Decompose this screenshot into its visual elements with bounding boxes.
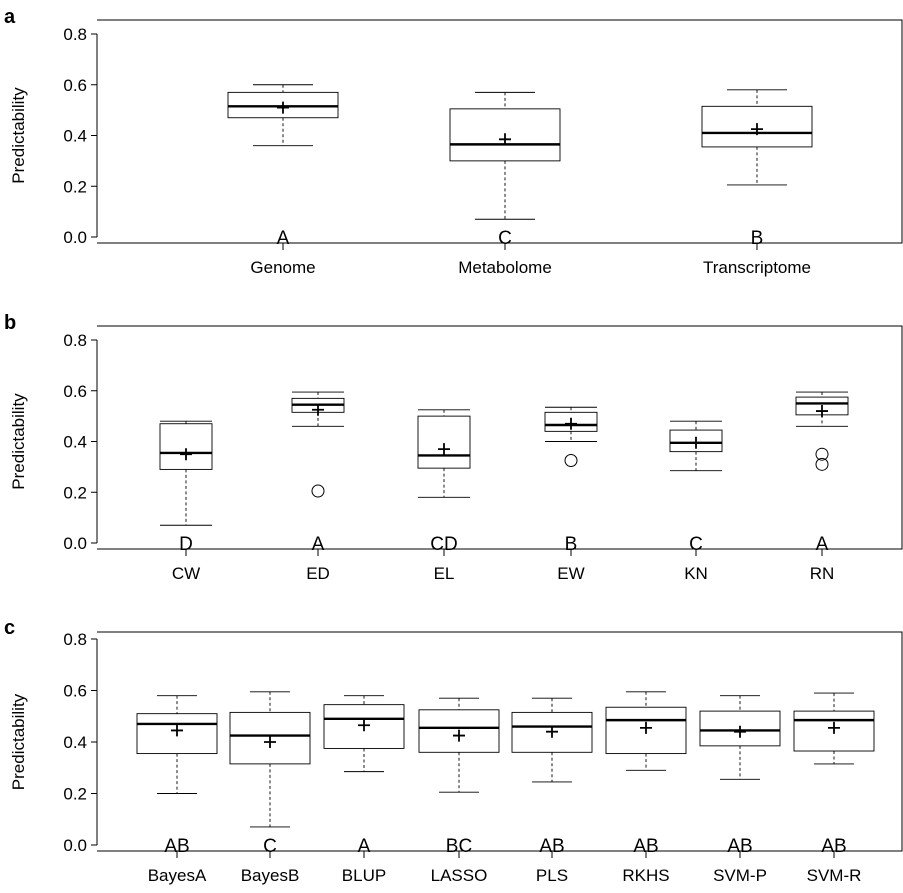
outlier-point	[311, 484, 325, 498]
y-tick-label: 0.4	[63, 127, 87, 146]
outlier-point	[564, 454, 578, 468]
mean-marker	[734, 725, 746, 738]
outlier-point	[815, 457, 829, 471]
y-tick-label: 0.8	[63, 25, 87, 44]
group-letter: A	[312, 534, 325, 555]
x-tick-label: Transcriptome	[703, 258, 811, 277]
outlier-point	[815, 447, 829, 461]
x-tick-label: PLS	[536, 866, 568, 885]
y-tick-label: 0.8	[63, 331, 87, 350]
y-tick-label: 0.0	[63, 836, 87, 855]
x-tick-label: SVM-R	[807, 866, 862, 885]
group-letter: AB	[633, 836, 658, 857]
x-tick-label: BLUP	[342, 866, 386, 885]
y-axis-label: Predictability	[9, 393, 28, 490]
y-tick-label: 0.4	[63, 733, 87, 752]
mean-marker	[453, 729, 465, 742]
group-letter: D	[179, 534, 193, 555]
plot-frame	[97, 325, 903, 550]
box-iqr	[417, 415, 471, 469]
group-letter: C	[689, 534, 703, 555]
x-tick-label: EL	[434, 564, 455, 583]
group-letter: C	[263, 836, 277, 857]
mean-marker	[499, 133, 511, 146]
x-tick-label: BayesA	[148, 866, 207, 885]
y-tick-label: 0.2	[63, 483, 87, 502]
plot-frame	[97, 631, 903, 852]
mean-marker	[565, 417, 577, 430]
group-letter: B	[565, 534, 578, 555]
y-tick-label: 0.6	[63, 76, 87, 95]
mean-marker	[546, 725, 558, 738]
group-letter: AB	[727, 836, 752, 857]
y-tick-label: 0.6	[63, 682, 87, 701]
x-tick-label: EW	[557, 564, 584, 583]
y-tick-label: 0.0	[63, 228, 87, 247]
x-tick-label: SVM-P	[713, 866, 767, 885]
panel-letter: b	[4, 312, 16, 334]
mean-marker	[828, 721, 840, 734]
group-letter: A	[358, 836, 371, 857]
group-letter: AB	[821, 836, 846, 857]
panel-letter: c	[4, 617, 15, 639]
x-tick-label: RKHS	[622, 866, 669, 885]
y-axis-label: Predictability	[9, 87, 28, 184]
x-tick-label: RN	[810, 564, 835, 583]
x-tick-label: Metabolome	[458, 258, 552, 277]
group-letter: CD	[430, 534, 457, 555]
mean-marker	[358, 719, 370, 732]
x-tick-label: Genome	[250, 258, 315, 277]
x-tick-label: BayesB	[241, 866, 300, 885]
y-tick-label: 0.2	[63, 177, 87, 196]
group-letter: BC	[446, 836, 472, 857]
box-iqr	[159, 423, 213, 470]
x-tick-label: LASSO	[431, 866, 488, 885]
y-axis-label: Predictability	[9, 693, 28, 790]
group-letter: A	[277, 228, 290, 249]
mean-marker	[312, 403, 324, 416]
group-letter: B	[751, 228, 764, 249]
group-letter: AB	[164, 836, 189, 857]
group-letter: AB	[539, 836, 564, 857]
y-tick-label: 0.0	[63, 534, 87, 553]
y-tick-label: 0.2	[63, 785, 87, 804]
panel-letter: a	[4, 6, 16, 28]
mean-marker	[640, 721, 652, 734]
x-tick-label: CW	[172, 564, 200, 583]
group-letter: A	[816, 534, 829, 555]
y-tick-label: 0.4	[63, 433, 87, 452]
group-letter: C	[498, 228, 512, 249]
y-tick-label: 0.6	[63, 382, 87, 401]
mean-marker	[816, 405, 828, 418]
mean-marker	[264, 736, 276, 748]
x-tick-label: KN	[684, 564, 708, 583]
mean-marker	[438, 443, 450, 456]
mean-marker	[277, 101, 289, 114]
y-tick-label: 0.8	[63, 630, 87, 649]
mean-marker	[171, 724, 183, 737]
mean-marker	[690, 436, 702, 449]
x-tick-label: ED	[306, 564, 330, 583]
mean-marker	[180, 448, 192, 461]
mean-marker	[751, 123, 763, 136]
